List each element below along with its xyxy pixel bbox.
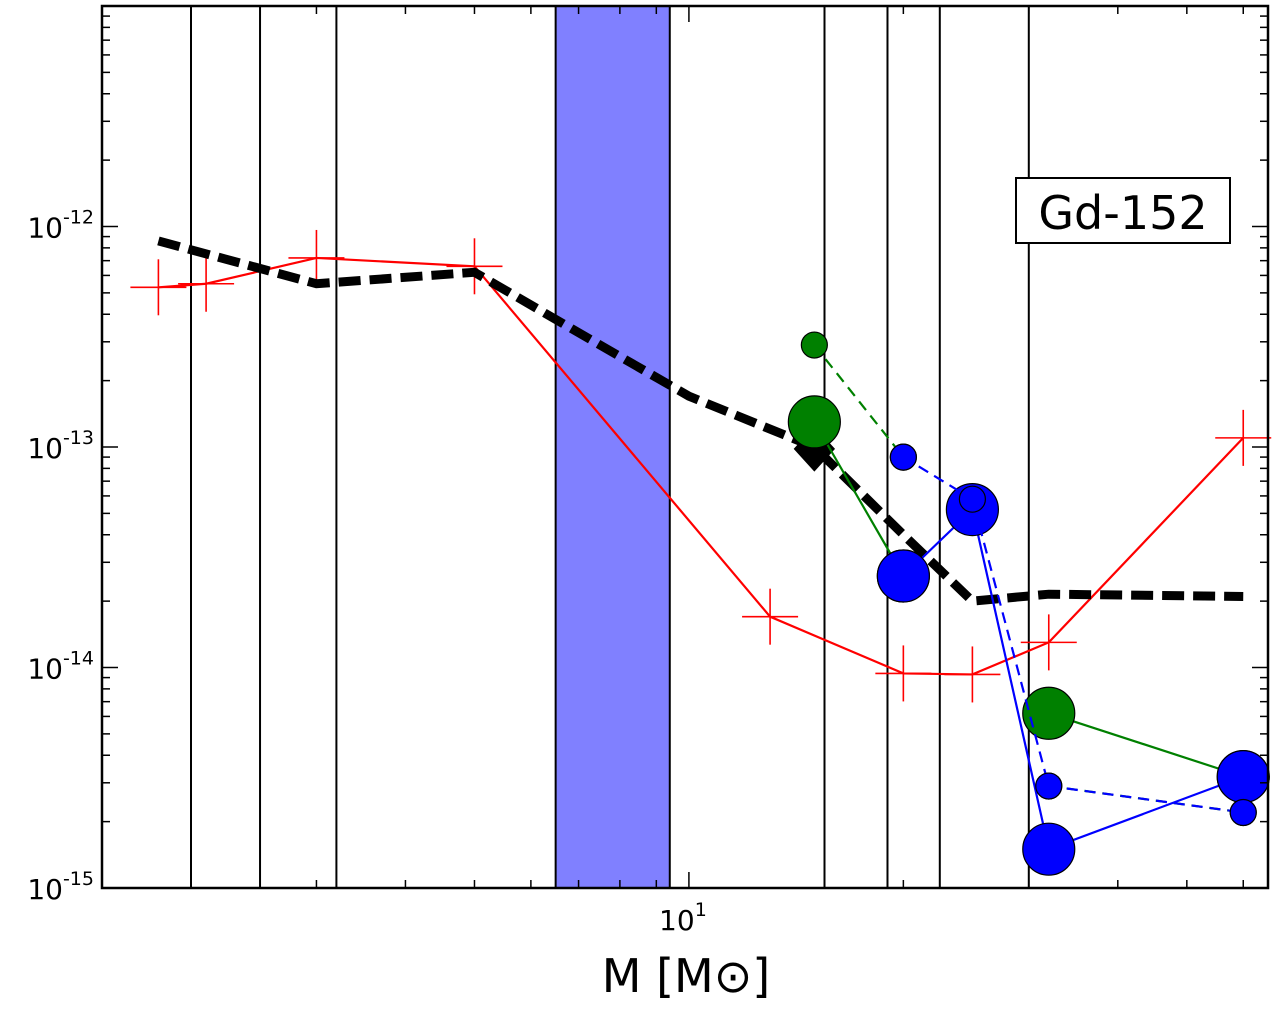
circle-marker-large <box>1022 822 1076 876</box>
series-line <box>1048 712 1244 778</box>
circle-marker-small <box>1229 798 1257 827</box>
plot-background <box>102 6 1268 888</box>
y-tick-label-base: 10 <box>27 873 63 906</box>
x-tick-label: 101 <box>659 899 707 937</box>
series-line <box>813 421 905 577</box>
series-layer <box>130 229 1272 876</box>
circle-marker-small <box>800 331 828 359</box>
circle-marker-small <box>1035 772 1063 800</box>
vertical-lines-layer <box>190 6 1030 888</box>
annotation-text: Gd-152 <box>1038 186 1207 240</box>
circle-marker-large <box>1216 750 1270 804</box>
series-line <box>813 344 905 458</box>
series <box>130 229 1272 703</box>
x-tick-label-base: 10 <box>659 904 695 937</box>
plot-frame <box>100 4 1270 890</box>
x-tick-label-exp: 1 <box>695 899 707 921</box>
y-tick-label: 10-15 <box>27 868 94 906</box>
series-line <box>902 456 1244 814</box>
x-axis-title: M [M⊙] <box>602 949 770 1003</box>
circle-marker-small <box>958 485 986 513</box>
y-tick-label: 10-12 <box>27 207 94 245</box>
circle-marker-small <box>889 443 917 471</box>
series <box>889 443 1257 827</box>
annotation-frame <box>1015 177 1231 244</box>
series-line <box>902 507 1244 851</box>
circle-marker-large <box>1022 686 1076 740</box>
y-tick-label-base: 10 <box>27 653 63 686</box>
y-tick-label: 10-14 <box>27 648 94 686</box>
circle-marker-large <box>876 549 930 603</box>
y-tick-label: 10-13 <box>27 427 94 465</box>
y-tick-label-base: 10 <box>27 212 63 245</box>
y-tick-label-exp: -15 <box>63 868 94 890</box>
y-tick-label-exp: -13 <box>63 427 94 449</box>
shaded-band-layer <box>554 5 671 889</box>
y-tick-label-exp: -12 <box>63 207 94 229</box>
circle-marker-large <box>787 395 841 449</box>
y-tick-label-base: 10 <box>27 432 63 465</box>
annotation-box: Gd-152 <box>1015 177 1231 244</box>
shaded-band <box>554 5 671 889</box>
y-tick-label-exp: -14 <box>63 648 94 670</box>
series <box>157 236 1244 606</box>
series-line <box>157 236 1244 606</box>
